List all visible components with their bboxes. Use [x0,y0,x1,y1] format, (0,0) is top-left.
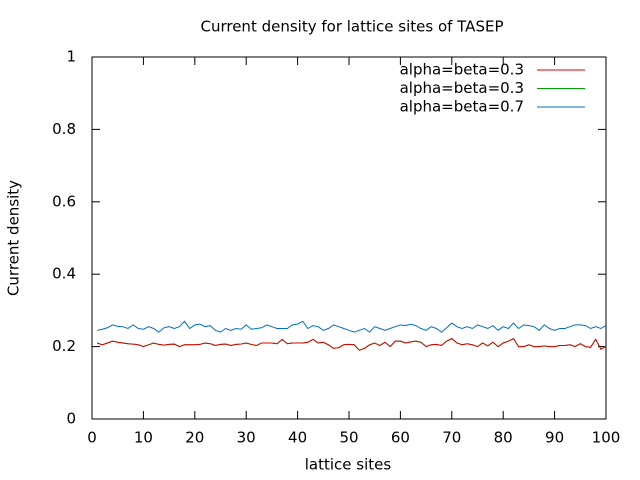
y-tick-label: 0 [66,410,76,428]
y-tick-label: 1 [66,48,76,66]
x-tick-label: 80 [494,429,513,447]
legend-label: alpha=beta=0.7 [400,98,524,116]
x-tick-label: 60 [391,429,410,447]
y-tick-label: 0.2 [52,337,76,355]
y-tick-label: 0.8 [52,120,76,138]
x-tick-label: 100 [592,429,621,447]
chart-title: Current density for lattice sites of TAS… [200,18,503,36]
data-line [97,320,607,333]
x-tick-label: 40 [288,429,307,447]
data-line [96,337,607,351]
y-tick-label: 0.6 [52,192,76,210]
x-tick-label: 70 [442,429,461,447]
x-tick-label: 20 [185,429,204,447]
legend-label: alpha=beta=0.3 [400,61,524,79]
legend-label: alpha=beta=0.3 [400,79,524,97]
y-axis-label: Current density [5,180,23,296]
y-tick-label: 0.4 [52,265,76,283]
x-tick-label: 10 [134,429,153,447]
x-axis-label: lattice sites [305,456,392,474]
x-tick-label: 0 [87,429,97,447]
x-tick-label: 30 [237,429,256,447]
x-tick-label: 50 [339,429,358,447]
x-tick-label: 90 [545,429,564,447]
